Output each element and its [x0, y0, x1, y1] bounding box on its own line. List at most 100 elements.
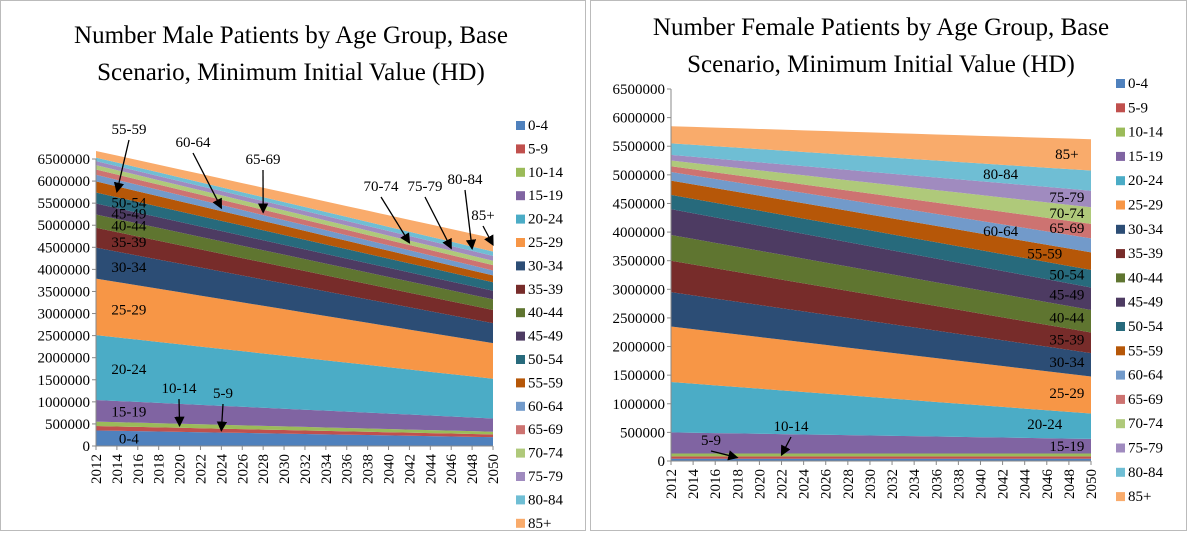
legend-label: 70-74: [1128, 416, 1163, 432]
area: [96, 335, 493, 419]
legend-label: 85+: [528, 516, 551, 532]
legend-label: 65-69: [528, 422, 563, 438]
area-label: 80-84: [983, 167, 1018, 183]
legend-label: 0-4: [1128, 76, 1148, 92]
x-tick-label: 2040: [973, 469, 989, 499]
area-label: 70-74: [1049, 206, 1084, 222]
x-tick-label: 2048: [465, 454, 481, 484]
legend-label: 80-84: [528, 492, 563, 508]
legend-label: 45-49: [1128, 295, 1163, 311]
legend-swatch: [516, 121, 525, 130]
x-tick-label: 2022: [193, 454, 209, 484]
area: [96, 247, 493, 344]
legend-label: 30-34: [528, 258, 563, 274]
y-tick-label: 3500000: [613, 254, 666, 270]
x-tick-label: 2012: [664, 469, 680, 499]
area: [96, 157, 493, 256]
y-tick-label: 1000000: [613, 397, 666, 413]
legend-swatch: [1116, 322, 1125, 331]
legend-label: 35-39: [528, 282, 563, 298]
legend-label: 55-59: [1128, 343, 1163, 359]
x-tick-label: 2040: [382, 454, 398, 484]
x-tick-label: 2032: [885, 469, 901, 499]
area: [96, 430, 493, 446]
y-tick-label: 5500000: [38, 196, 91, 212]
legend-label: 50-54: [1128, 319, 1163, 335]
area-label: 30-34: [111, 260, 146, 276]
label-arrow: [424, 196, 452, 250]
x-tick-label: 2028: [256, 454, 272, 484]
label-arrow: [780, 436, 792, 457]
legend-swatch: [1116, 103, 1125, 113]
y-tick-label: 6500000: [38, 152, 91, 168]
area-label: 35-39: [111, 235, 146, 251]
legend-label: 55-59: [528, 375, 563, 391]
y-tick-label: 0: [83, 439, 91, 455]
area-label: 30-34: [1049, 355, 1084, 371]
legend-swatch: [516, 144, 525, 154]
x-tick-label: 2038: [361, 454, 377, 484]
legend-label: 65-69: [1128, 392, 1163, 408]
area: [96, 169, 493, 271]
chart-panel: 0 500000 1000000 1500000 2000000 2500000 30000…: [590, 0, 1187, 531]
area: [671, 143, 1091, 191]
area-label: 10-14: [162, 381, 197, 397]
y-tick-label: 2500000: [38, 329, 91, 345]
legend-swatch: [516, 355, 525, 364]
y-tick-label: 4000000: [613, 225, 666, 241]
legend-label: 10-14: [1128, 125, 1163, 141]
y-tick-label: 2000000: [38, 351, 91, 367]
legend-swatch: [516, 261, 525, 271]
legend-swatch: [516, 308, 525, 318]
legend-swatch: [516, 401, 525, 411]
area: [96, 150, 493, 252]
legend-swatch: [516, 284, 525, 294]
legend-label: 40-44: [528, 305, 563, 321]
x-tick-label: 2028: [841, 469, 857, 499]
y-tick-label: 0: [658, 454, 666, 470]
area-label: 60-64: [176, 135, 211, 151]
legend-swatch: [1116, 419, 1125, 429]
y-tick-label: 1500000: [613, 368, 666, 384]
area: [96, 203, 493, 300]
x-tick-label: 2036: [340, 454, 356, 485]
area-label: 65-69: [1049, 221, 1084, 237]
area-label: 15-19: [1049, 439, 1084, 455]
y-tick-label: 1000000: [38, 395, 91, 411]
area: [96, 181, 493, 283]
area: [671, 382, 1091, 439]
label-arrow: [174, 398, 185, 428]
area: [671, 209, 1091, 310]
y-tick-label: 3000000: [38, 307, 91, 323]
legend-swatch: [1116, 200, 1125, 210]
area: [96, 161, 493, 261]
legend-swatch: [1116, 224, 1125, 234]
x-tick-label: 2016: [708, 469, 724, 500]
x-tick-label: 2044: [423, 454, 439, 485]
y-tick-label: 4500000: [38, 240, 91, 256]
legend-label: 20-24: [528, 212, 563, 228]
x-tick-label: 2020: [173, 454, 189, 484]
area: [96, 227, 493, 324]
area: [671, 326, 1091, 414]
area-label: 15-19: [111, 405, 146, 421]
legend-swatch: [1116, 151, 1125, 161]
x-tick-label: 2018: [730, 469, 746, 499]
area: [671, 234, 1091, 333]
area-label: 75-79: [1049, 190, 1084, 206]
y-tick-label: 2500000: [613, 311, 666, 327]
legend-label: 75-79: [1128, 441, 1163, 457]
x-tick-label: 2048: [1062, 469, 1078, 499]
legend-swatch: [1116, 394, 1125, 404]
legend-label: 5-9: [528, 141, 548, 157]
legend-swatch: [516, 518, 525, 528]
chart: 0 500000 1000000 1500000 2000000 2500000 30000…: [38, 118, 564, 532]
x-tick-label: 2012: [89, 454, 105, 484]
x-tick-label: 2032: [298, 454, 314, 484]
legend-label: 50-54: [528, 352, 563, 368]
legend-swatch: [1116, 370, 1125, 380]
legend-swatch: [1116, 297, 1125, 307]
area: [671, 180, 1091, 270]
x-tick-label: 2024: [797, 469, 813, 500]
x-tick-label: 2024: [214, 454, 230, 485]
